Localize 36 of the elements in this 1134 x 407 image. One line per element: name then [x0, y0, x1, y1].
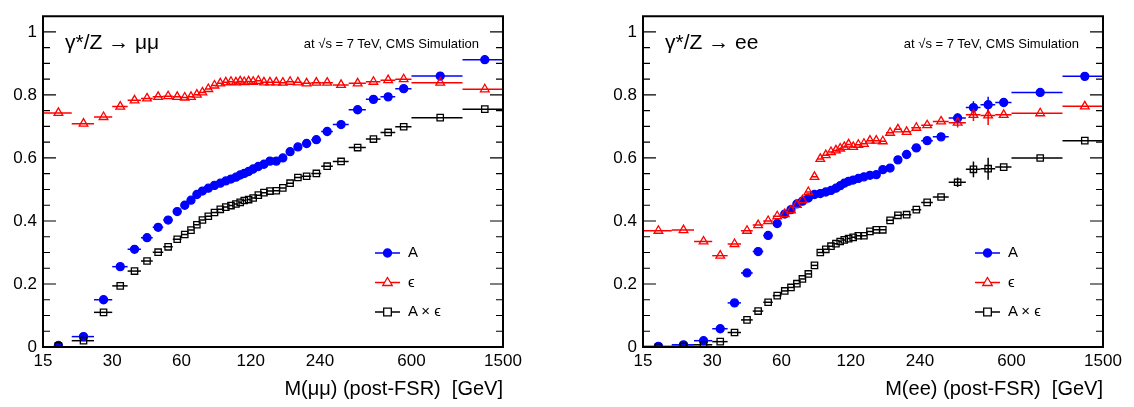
x-tick-label: 600 — [997, 350, 1026, 370]
y-tick-label: 0.6 — [613, 147, 637, 167]
legend-label: A — [408, 243, 419, 261]
legend-label: ϵ — [1008, 272, 1015, 290]
y-tick-label: 0.2 — [613, 273, 637, 293]
x-tick-label: 240 — [905, 350, 935, 370]
y-tick-label: 0 — [27, 336, 37, 356]
legend-label: A × ϵ — [408, 302, 442, 320]
x-tick-label: 240 — [305, 350, 335, 370]
x-tick-label: 1500 — [484, 350, 522, 370]
legend-label: ϵ — [408, 272, 415, 290]
annotation: at √s = 7 TeV, CMS Simulation — [903, 36, 1079, 52]
y-tick-label: 0.2 — [13, 273, 37, 293]
y-tick-label: 0.4 — [13, 210, 37, 230]
legend-label: A × ϵ — [1008, 302, 1042, 320]
x-tick-label: 30 — [702, 350, 722, 370]
x-tick-label: 120 — [236, 350, 265, 370]
y-tick-label: 0.8 — [13, 84, 37, 104]
y-tick-label: 0.8 — [613, 84, 637, 104]
y-tick-label: 0.6 — [13, 147, 37, 167]
y-tick-label: 0.4 — [613, 210, 637, 230]
legend-label: A — [1008, 243, 1019, 261]
y-tick-label: 0 — [627, 336, 637, 356]
x-axis-title: M(μμ) (post-FSR) [GeV] — [284, 376, 503, 399]
y-tick-label: 1 — [27, 21, 37, 41]
x-tick-label: 120 — [836, 350, 865, 370]
x-tick-label: 600 — [397, 350, 426, 370]
annotation: at √s = 7 TeV, CMS Simulation — [303, 36, 479, 52]
x-tick-label: 1500 — [1084, 350, 1122, 370]
text: γ*/Z → μμ — [65, 30, 160, 54]
text: γ*/Z → ee — [665, 30, 759, 54]
x-tick-label: 30 — [102, 350, 122, 370]
y-tick-label: 1 — [627, 21, 637, 41]
x-tick-label: 60 — [172, 350, 191, 370]
x-tick-label: 60 — [772, 350, 791, 370]
x-axis-title: M(ee) (post-FSR) [GeV] — [885, 376, 1103, 399]
